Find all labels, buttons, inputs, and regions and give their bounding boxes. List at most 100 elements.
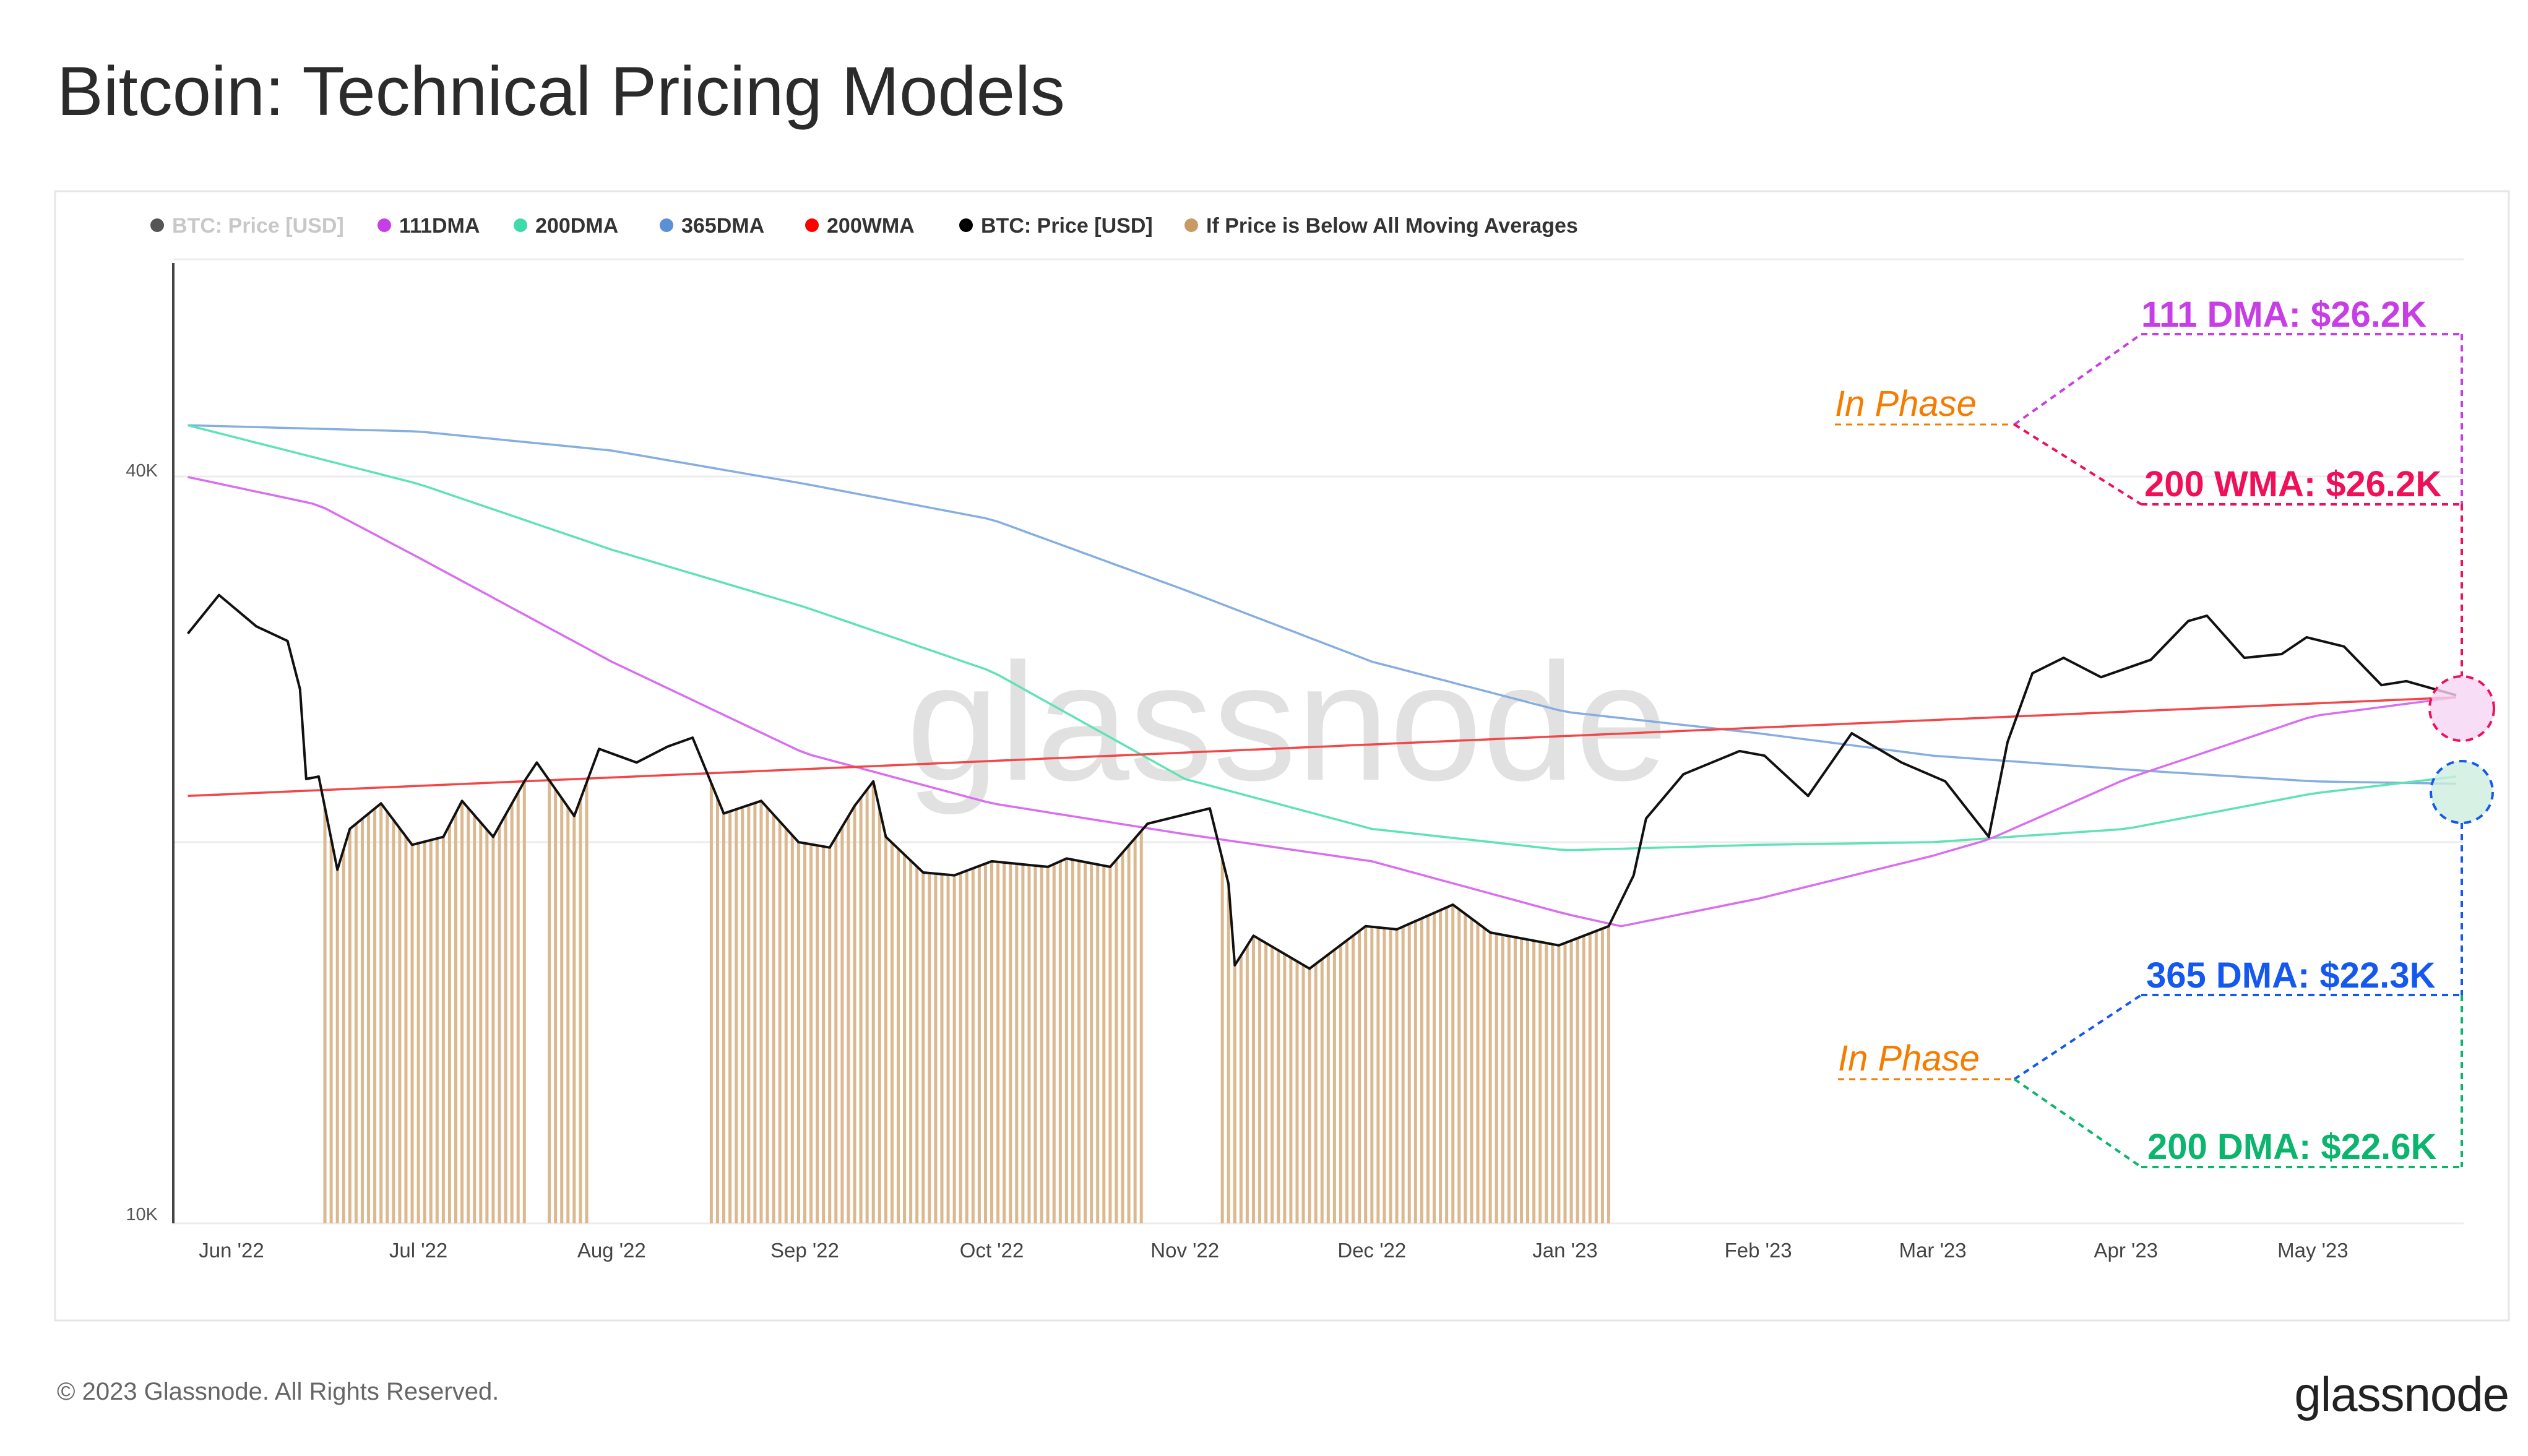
below-ma-bar bbox=[1488, 933, 1492, 1223]
below-ma-bar bbox=[803, 843, 806, 1223]
below-ma-bar bbox=[1600, 928, 1604, 1223]
below-ma-bar bbox=[579, 799, 582, 1223]
below-ma-bar bbox=[429, 840, 433, 1223]
below-ma-bar bbox=[404, 836, 408, 1223]
below-ma-bar bbox=[473, 815, 477, 1223]
below-ma-bar bbox=[554, 789, 558, 1223]
below-ma-bar bbox=[1358, 931, 1361, 1223]
legend: BTC: Price [USD] 111DMA 200DMA 365DMA 200WMA… bbox=[150, 214, 1578, 238]
legend-label: 200WMA bbox=[827, 214, 915, 238]
below-ma-bar bbox=[1320, 959, 1324, 1223]
x-tick-label: Dec '22 bbox=[1337, 1239, 1406, 1262]
below-ma-bar bbox=[1084, 862, 1087, 1223]
below-ma-bar bbox=[909, 860, 913, 1223]
below-ma-bar bbox=[1439, 910, 1443, 1223]
y-tick-label: 10K bbox=[126, 1205, 158, 1225]
below-ma-bar bbox=[1551, 944, 1555, 1223]
below-ma-bar bbox=[1332, 949, 1336, 1223]
legend-item[interactable]: If Price is Below All Moving Averages bbox=[1184, 214, 1578, 238]
below-ma-bar bbox=[447, 825, 451, 1223]
below-ma-bar bbox=[1277, 950, 1280, 1223]
series-line-btc-price-usd bbox=[186, 593, 2457, 970]
below-ma-bar bbox=[485, 829, 489, 1223]
below-ma-bar bbox=[1607, 926, 1610, 1223]
below-ma-bar bbox=[416, 843, 420, 1223]
below-ma-bar bbox=[878, 809, 881, 1223]
watermark: glassnode bbox=[907, 629, 1668, 816]
legend-item[interactable]: 365DMA bbox=[660, 214, 764, 238]
below-ma-bar bbox=[903, 855, 907, 1223]
below-ma-bar bbox=[759, 801, 763, 1223]
below-ma-bar bbox=[1027, 864, 1031, 1223]
below-ma-bar bbox=[983, 863, 987, 1223]
below-ma-bar bbox=[1314, 963, 1318, 1223]
legend-item[interactable]: BTC: Price [USD] bbox=[959, 214, 1153, 238]
below-ma-bar bbox=[753, 803, 757, 1223]
x-tick-label: Jan '23 bbox=[1532, 1239, 1597, 1262]
footer-copyright: © 2023 Glassnode. All Rights Reserved. bbox=[57, 1378, 499, 1405]
annotation-in-phase-lower: In Phase bbox=[1838, 1038, 1980, 1079]
below-ma-bar bbox=[1077, 861, 1081, 1223]
below-ma-bar bbox=[1308, 968, 1311, 1223]
below-ma-bar bbox=[1594, 931, 1598, 1223]
below-ma-bar bbox=[853, 806, 856, 1223]
x-tick-label: Oct '22 bbox=[960, 1239, 1024, 1262]
below-ma-bar bbox=[1576, 938, 1579, 1223]
below-ma-bar bbox=[1071, 859, 1074, 1223]
below-ma-bar bbox=[392, 820, 395, 1223]
below-ma-bar bbox=[1096, 864, 1100, 1223]
below-ma-bar bbox=[1064, 858, 1068, 1223]
below-ma-bar bbox=[766, 808, 769, 1223]
legend-dot-icon bbox=[959, 218, 973, 232]
x-tick-label: May '23 bbox=[2277, 1239, 2349, 1262]
leader-111dma-diag bbox=[2013, 333, 2142, 426]
below-ma-bar bbox=[977, 866, 981, 1223]
legend-item[interactable]: BTC: Price [USD] bbox=[150, 214, 344, 238]
below-ma-bar bbox=[504, 814, 507, 1223]
below-ma-bar bbox=[398, 828, 402, 1223]
below-ma-bar bbox=[566, 807, 570, 1223]
legend-item[interactable]: 111DMA bbox=[377, 214, 480, 238]
below-ma-bar bbox=[386, 811, 389, 1223]
below-ma-bar bbox=[1003, 862, 1006, 1223]
x-tick-label: Feb '23 bbox=[1725, 1239, 1792, 1262]
below-ma-bar bbox=[1090, 863, 1094, 1223]
below-ma-bar bbox=[1009, 863, 1012, 1223]
below-ma-bar bbox=[1139, 830, 1143, 1223]
below-ma-bar bbox=[1283, 954, 1287, 1223]
below-ma-bar bbox=[1445, 907, 1449, 1223]
below-ma-bar bbox=[940, 874, 944, 1223]
below-ma-bar bbox=[1426, 915, 1430, 1223]
below-ma-bar bbox=[890, 842, 894, 1223]
series-lines bbox=[186, 424, 2457, 970]
below-ma-bar bbox=[871, 781, 875, 1223]
below-ma-bar bbox=[1538, 942, 1542, 1223]
legend-item[interactable]: 200WMA bbox=[805, 214, 915, 238]
below-ma-bar bbox=[373, 808, 377, 1223]
legend-dot-icon bbox=[805, 218, 819, 232]
below-ma-bar bbox=[1376, 927, 1380, 1223]
below-ma-bar bbox=[722, 813, 726, 1223]
below-ma-bar bbox=[1451, 905, 1455, 1223]
below-ma-bar bbox=[790, 835, 794, 1223]
below-ma-bar bbox=[1102, 865, 1106, 1223]
x-tick-label: Jun '22 bbox=[199, 1239, 264, 1262]
lower-marker-circle bbox=[2430, 760, 2494, 824]
legend-label: 111DMA bbox=[399, 214, 480, 238]
below-ma-bar bbox=[1545, 943, 1548, 1223]
below-ma-bar bbox=[934, 873, 938, 1223]
legend-dot-icon bbox=[150, 218, 164, 232]
below-ma-bar bbox=[1251, 936, 1255, 1223]
annotations: 111 DMA: $26.2K In Phase 200 WMA: $26.2K… bbox=[1835, 295, 2495, 1168]
below-ma-bar bbox=[1569, 941, 1573, 1223]
below-ma-bar bbox=[572, 816, 576, 1223]
below-ma-bar bbox=[735, 809, 738, 1223]
series-line-365dma bbox=[188, 424, 2457, 785]
below-ma-bar bbox=[834, 837, 838, 1223]
below-ma-bar bbox=[1258, 939, 1262, 1223]
below-ma-bar bbox=[510, 803, 514, 1223]
legend-label: 365DMA bbox=[681, 214, 764, 238]
below-ma-bar bbox=[971, 868, 975, 1223]
legend-item[interactable]: 200DMA bbox=[514, 214, 618, 238]
below-ma-bar bbox=[1052, 864, 1056, 1223]
